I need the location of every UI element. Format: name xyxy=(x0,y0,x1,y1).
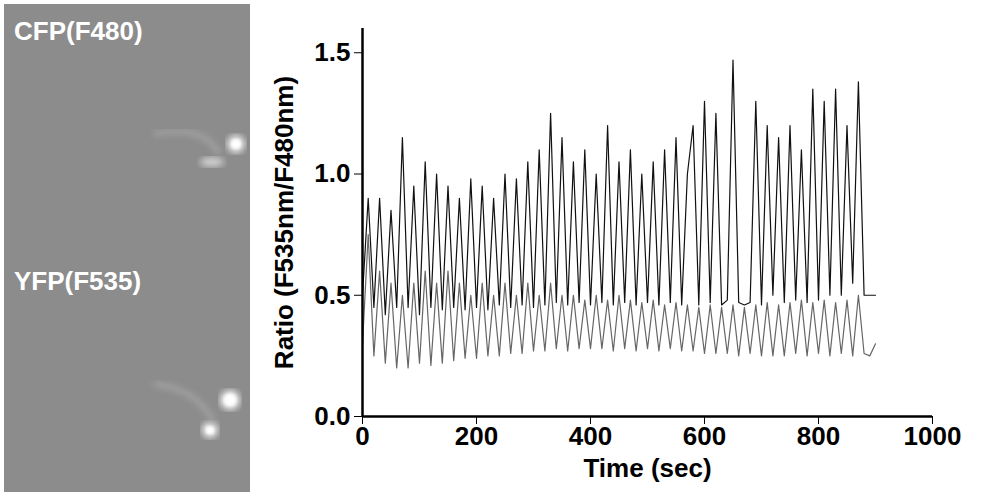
svg-text:1.0: 1.0 xyxy=(314,158,350,188)
svg-text:200: 200 xyxy=(455,421,498,451)
svg-text:400: 400 xyxy=(569,421,612,451)
html-text:YFP(F535): YFP(F535) xyxy=(14,266,142,296)
html-text:CFP(F480): CFP(F480) xyxy=(14,16,143,46)
svg-text:800: 800 xyxy=(797,421,840,451)
svg-text:0: 0 xyxy=(355,421,369,451)
svg-text:1.5: 1.5 xyxy=(314,37,350,67)
svg-text:1000: 1000 xyxy=(904,421,962,451)
svg-text:0.0: 0.0 xyxy=(314,401,350,431)
svg-text:600: 600 xyxy=(683,421,726,451)
svg-text:Time (sec): Time (sec) xyxy=(583,453,711,483)
svg-text:Ratio (F535nm/F480nm): Ratio (F535nm/F480nm) xyxy=(269,76,299,369)
svg-text:0.5: 0.5 xyxy=(314,280,350,310)
